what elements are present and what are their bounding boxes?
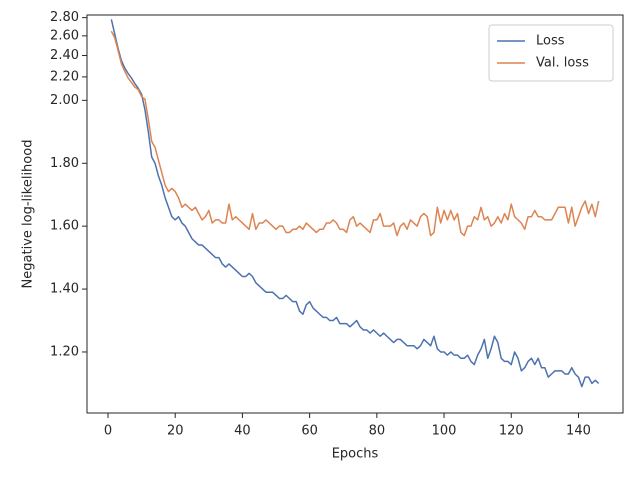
y-axis-label: Negative log-likelihood (21, 140, 36, 289)
x-tick-label: 80 (369, 424, 386, 439)
x-tick-label: 140 (566, 424, 591, 439)
legend-label: Loss (536, 34, 565, 49)
x-tick-label: 20 (167, 424, 184, 439)
x-tick-label: 40 (234, 424, 251, 439)
y-tick-label: 2.20 (50, 69, 79, 84)
x-axis-label: Epochs (332, 447, 379, 462)
y-tick-label: 2.00 (50, 93, 79, 108)
y-tick-label: 2.80 (50, 10, 79, 25)
y-tick-label: 2.40 (50, 48, 79, 63)
y-tick-label: 2.60 (50, 28, 79, 43)
y-tick-label: 1.80 (50, 156, 79, 171)
series-line (110, 19, 600, 388)
x-tick-label: 60 (301, 424, 318, 439)
x-tick-label: 100 (432, 424, 457, 439)
series-line (110, 30, 600, 237)
x-tick-label: 120 (499, 424, 524, 439)
y-tick-label: 1.40 (50, 282, 79, 297)
y-tick-label: 1.20 (50, 344, 79, 359)
y-tick-label: 1.60 (50, 219, 79, 234)
legend-label: Val. loss (536, 56, 589, 71)
x-tick-label: 0 (104, 424, 112, 439)
legend-box (488, 24, 614, 82)
plot-frame (86, 14, 624, 414)
